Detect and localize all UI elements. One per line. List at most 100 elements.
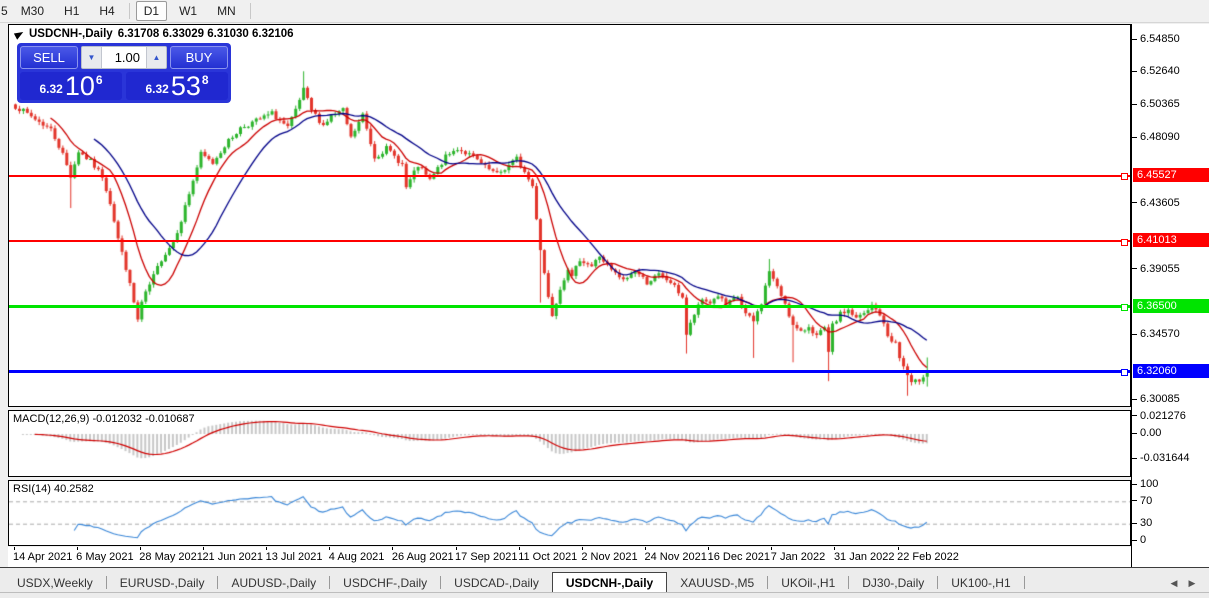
tab-usdchf-daily[interactable]: USDCHF-,Daily (343, 575, 428, 590)
timeframe-button-partial[interactable]: 5 (1, 4, 8, 18)
timeframe-button-h4[interactable]: H4 (99, 4, 115, 18)
level-line-handle[interactable] (1121, 238, 1128, 246)
level-line-6-41013[interactable] (9, 240, 1130, 243)
tab-xauusd-m5[interactable]: XAUUSD-,M5 (680, 575, 755, 590)
date-axis-label: 22 Feb 2022 (897, 551, 959, 563)
tab-scroll-left-icon[interactable]: ◀ (1170, 578, 1178, 588)
level-price-label: 6.32060 (1133, 363, 1209, 378)
tab-scroll-right-icon[interactable]: ▶ (1188, 578, 1196, 588)
buy-price-display[interactable]: 6.32 53 8 (126, 72, 228, 100)
tab-uk100-h1[interactable]: UK100-,H1 (951, 575, 1011, 590)
sell-price-main: 10 (64, 71, 95, 101)
sell-price-display[interactable]: 6.32 10 6 (20, 72, 122, 100)
price-axis[interactable]: 6.54850 6.52640 6.50365 6.48090 6.43605 6.390… (1131, 24, 1209, 567)
date-axis-tick (582, 547, 583, 550)
timeframe-button-mn[interactable]: MN (217, 4, 236, 18)
tab-usdx-weekly[interactable]: USDX,Weekly (17, 575, 93, 590)
tab-audusd-daily[interactable]: AUDUSD-,Daily (231, 575, 317, 590)
tab-divider (217, 576, 219, 589)
rsi-label: RSI(14) 40.2582 (13, 483, 94, 495)
lot-size-stepper: ▼ ▲ (81, 46, 167, 69)
date-axis-label: 24 Nov 2021 (644, 551, 707, 563)
level-price-label: 6.41013 (1133, 233, 1209, 248)
tab-divider (767, 576, 769, 589)
date-axis-label: 17 Sep 2021 (455, 551, 518, 563)
toolbar-separator (249, 3, 251, 19)
price-axis-tick (1132, 137, 1137, 138)
lot-increase-icon[interactable]: ▲ (146, 47, 166, 68)
level-line-handle[interactable] (1121, 369, 1128, 377)
price-axis-label: 6.30085 (1140, 393, 1180, 406)
rsi-axis-label: 30 (1140, 517, 1153, 530)
sell-button[interactable]: SELL (20, 46, 78, 69)
rsi-canvas[interactable] (9, 481, 1130, 545)
price-axis-label: 6.54850 (1140, 33, 1180, 45)
price-axis-tick (1132, 71, 1137, 72)
rsi-indicator-panel: RSI(14) 40.2582 (8, 480, 1131, 546)
tab-divider (1023, 576, 1025, 589)
level-line-6-36500[interactable] (9, 305, 1130, 309)
date-axis-tick (329, 547, 330, 550)
date-axis-tick (834, 547, 835, 550)
tab-divider (937, 576, 939, 589)
price-axis-label: 6.52640 (1140, 65, 1180, 78)
timeframe-button-m30[interactable]: M30 (20, 4, 45, 18)
price-axis-tick (1132, 202, 1137, 203)
price-axis-tick (1132, 334, 1137, 335)
date-axis-tick (771, 547, 772, 550)
tab-divider (848, 576, 850, 589)
rsi-axis-tick (1132, 523, 1137, 524)
date-axis-tick (14, 547, 15, 550)
date-axis-tick (708, 547, 709, 550)
rsi-axis-label: 70 (1140, 494, 1153, 507)
tab-divider (440, 576, 442, 589)
timeframe-button-w1[interactable]: W1 (179, 4, 198, 18)
tab-dj30-daily[interactable]: DJ30-,Daily (862, 575, 925, 590)
date-axis-tick (519, 547, 520, 550)
date-axis-label: 6 May 2021 (76, 551, 134, 563)
timeframe-button-h1[interactable]: H1 (64, 4, 80, 18)
date-axis-label: 4 Aug 2021 (328, 551, 385, 563)
lot-size-input[interactable] (102, 47, 146, 68)
chart-symbol-label: USDCNH-,Daily (29, 28, 113, 40)
tab-usdcnh-daily[interactable]: USDCNH-,Daily (551, 572, 668, 593)
chart-tabs: USDX,Weekly EURUSD-,Daily AUDUSD-,Daily USD… (4, 572, 1025, 593)
rsi-axis-tick (1132, 540, 1137, 541)
rsi-axis-tick (1132, 500, 1137, 501)
price-axis-label: 6.48090 (1140, 131, 1180, 144)
tab-ukoil-h1[interactable]: UKOil-,H1 (781, 575, 836, 590)
chart-shift-icon (13, 28, 26, 40)
rsi-axis-label: 100 (1140, 478, 1159, 490)
date-axis-label: 21 Jun 2021 (202, 551, 263, 563)
price-axis-label: 6.34570 (1140, 328, 1180, 341)
date-axis-label: 11 Oct 2021 (518, 551, 578, 563)
macd-axis-label: 0.00 (1140, 427, 1162, 439)
level-price-label: 6.36500 (1133, 298, 1209, 313)
lot-decrease-icon[interactable]: ▼ (82, 47, 102, 68)
macd-axis-label: 0.021276 (1140, 409, 1186, 422)
timeframe-buttons: M30 H1 H4 D1 W1 MN (11, 1, 255, 21)
tab-usdcad-daily[interactable]: USDCAD-,Daily (454, 575, 539, 590)
level-line-handle[interactable] (1121, 304, 1128, 312)
price-axis-label: 6.50365 (1140, 98, 1180, 111)
price-axis-label: 6.43605 (1140, 196, 1180, 209)
toolbar-separator (128, 3, 130, 19)
date-axis-label: 13 Jul 2021 (265, 551, 323, 563)
level-line-handle[interactable] (1121, 173, 1128, 181)
level-line-6-32060[interactable] (9, 370, 1130, 374)
timeframe-button-d1[interactable]: D1 (135, 1, 168, 21)
level-line-6-45527[interactable] (9, 174, 1130, 177)
buy-button[interactable]: BUY (170, 46, 228, 69)
date-axis[interactable]: 14 Apr 2021 6 May 2021 28 May 2021 21 Jun 2… (8, 547, 1131, 567)
macd-axis-tick (1132, 433, 1137, 434)
macd-canvas[interactable] (9, 411, 1130, 476)
tab-eurusd-daily[interactable]: EURUSD-,Daily (119, 575, 205, 590)
price-axis-tick (1132, 268, 1137, 269)
macd-axis-tick (1132, 415, 1137, 416)
date-axis-tick (898, 547, 899, 550)
timeframe-toolbar: 5 M30 H1 H4 D1 W1 MN (0, 0, 1209, 23)
price-axis-tick (1132, 399, 1137, 400)
buy-price-pip: 8 (201, 73, 209, 87)
macd-axis-tick (1132, 458, 1137, 459)
